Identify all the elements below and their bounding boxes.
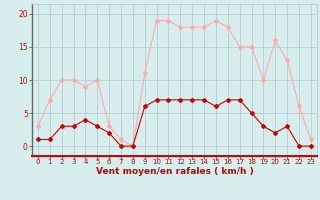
X-axis label: Vent moyen/en rafales ( km/h ): Vent moyen/en rafales ( km/h ) [96,167,253,176]
